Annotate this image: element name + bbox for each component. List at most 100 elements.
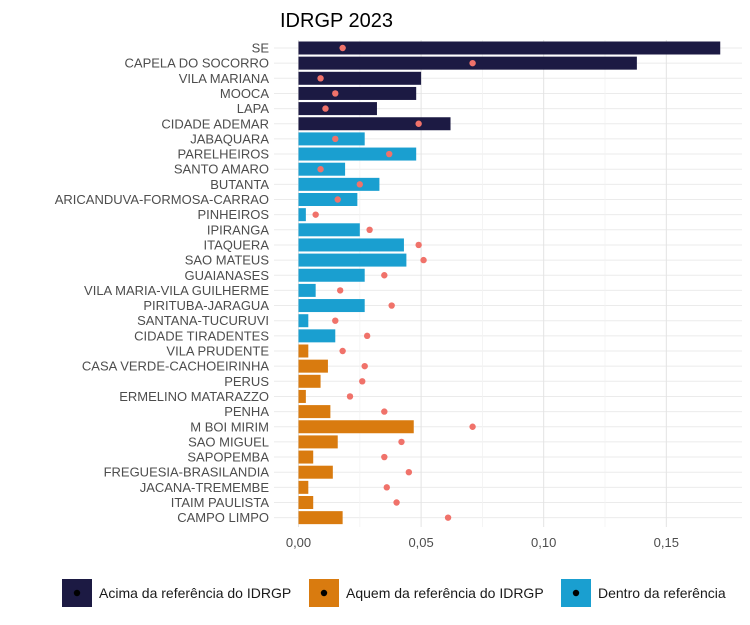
- category-label: FREGUESIA-BRASILANDIA: [104, 465, 270, 480]
- category-label: CAPELA DO SOCORRO: [125, 56, 269, 71]
- x-axis-tick-labels: 0,00 0,05 0,10 0,15: [286, 535, 679, 550]
- reference-point: [393, 499, 400, 506]
- category-label: IPIRANGA: [207, 222, 269, 237]
- reference-point: [420, 256, 427, 264]
- category-label: PIRITUBA-JARAGUA: [143, 298, 269, 313]
- category-label: CIDADE ADEMAR: [161, 116, 269, 131]
- reference-point: [398, 438, 405, 446]
- reference-point: [381, 408, 388, 415]
- category-label: SANTANA-TUCURUVI: [137, 313, 269, 328]
- reference-point: [386, 150, 393, 158]
- legend-label: Dentro da referência: [598, 585, 726, 601]
- reference-point: [346, 393, 354, 400]
- x-tick-label: 0,10: [531, 535, 556, 550]
- reference-point: [444, 514, 452, 521]
- x-tick-label: 0,15: [654, 535, 679, 550]
- bar: [298, 480, 309, 494]
- category-label: VILA MARIA-VILA GUILHERME: [84, 283, 269, 298]
- category-label: CIDADE TIRADENTES: [134, 328, 269, 343]
- reference-point: [361, 362, 368, 370]
- bar: [298, 147, 417, 161]
- bar: [298, 329, 336, 343]
- category-label: ARICANDUVA-FORMOSA-CARRAO: [55, 192, 269, 207]
- category-label: LAPA: [237, 101, 270, 116]
- reference-point: [339, 44, 346, 52]
- bar: [298, 238, 404, 252]
- category-label: CAMPO LIMPO: [177, 510, 269, 525]
- bar: [298, 86, 417, 100]
- x-tick-label: 0,05: [408, 535, 433, 550]
- bar: [298, 405, 331, 419]
- reference-point: [332, 135, 339, 143]
- reference-point: [469, 423, 476, 430]
- bar: [298, 283, 316, 297]
- category-label: VILA PRUDENTE: [166, 344, 269, 359]
- x-tick-label: 0,00: [286, 535, 311, 550]
- bar: [298, 253, 407, 267]
- bar: [298, 450, 314, 464]
- bar: [298, 56, 637, 70]
- category-label: SAO MIGUEL: [188, 434, 269, 449]
- category-label: JABAQUARA: [190, 131, 269, 146]
- bar: [298, 177, 380, 191]
- category-label: SE: [252, 41, 270, 56]
- legend-key-point: [572, 589, 580, 597]
- category-label: PERUS: [224, 374, 269, 389]
- reference-point: [312, 211, 319, 218]
- reference-point: [359, 378, 366, 385]
- reference-point: [334, 196, 341, 203]
- bar: [298, 102, 377, 116]
- bar: [298, 511, 343, 525]
- bar: [298, 268, 365, 282]
- reference-point: [332, 90, 339, 97]
- reference-point: [332, 317, 339, 324]
- bar: [298, 435, 338, 449]
- bar: [298, 193, 358, 206]
- bar: [298, 359, 328, 373]
- reference-point: [383, 484, 390, 491]
- category-label: ERMELINO MATARAZZO: [119, 389, 269, 404]
- category-label: ITAIM PAULISTA: [171, 495, 270, 510]
- category-label: MOOCA: [220, 86, 269, 101]
- category-label: ITAQUERA: [204, 237, 270, 252]
- category-label: GUAIANASES: [184, 268, 269, 283]
- legend-label: Aquem da referência do IDRGP: [346, 585, 544, 601]
- legend-key-point: [73, 589, 81, 597]
- bar: [298, 299, 365, 313]
- category-label: VILA MARIANA: [179, 71, 270, 86]
- bar: [298, 465, 333, 479]
- category-label: SAPOPEMBA: [187, 450, 269, 465]
- reference-point: [388, 302, 395, 309]
- bar: [298, 71, 422, 85]
- reference-point: [366, 226, 373, 233]
- reference-point: [381, 272, 388, 279]
- bar: [298, 223, 360, 237]
- reference-point: [317, 166, 324, 173]
- bar: [298, 420, 414, 434]
- category-label: M BOI MIRIM: [190, 419, 269, 434]
- bar: [298, 132, 365, 146]
- legend-key-point: [320, 589, 328, 597]
- chart-title: IDRGP 2023: [280, 10, 393, 32]
- reference-points: [312, 44, 476, 521]
- reference-point: [336, 287, 344, 294]
- category-label: PARELHEIROS: [177, 147, 269, 162]
- reference-point: [381, 453, 388, 461]
- category-label: SAO MATEUS: [185, 253, 270, 268]
- bar: [298, 374, 321, 388]
- bars: [298, 41, 721, 525]
- bar: [298, 389, 306, 403]
- reference-point: [317, 75, 324, 82]
- reference-point: [363, 332, 371, 340]
- bar: [298, 208, 306, 222]
- category-label: BUTANTA: [210, 177, 269, 192]
- category-label: PENHA: [224, 404, 269, 419]
- reference-point: [339, 347, 346, 355]
- legend: Acima da referência do IDRGP Aquem da ref…: [62, 579, 726, 607]
- reference-point: [415, 241, 422, 249]
- bar: [298, 496, 314, 509]
- bar: [298, 344, 309, 358]
- category-label: SANTO AMARO: [174, 162, 269, 177]
- bar: [298, 314, 309, 328]
